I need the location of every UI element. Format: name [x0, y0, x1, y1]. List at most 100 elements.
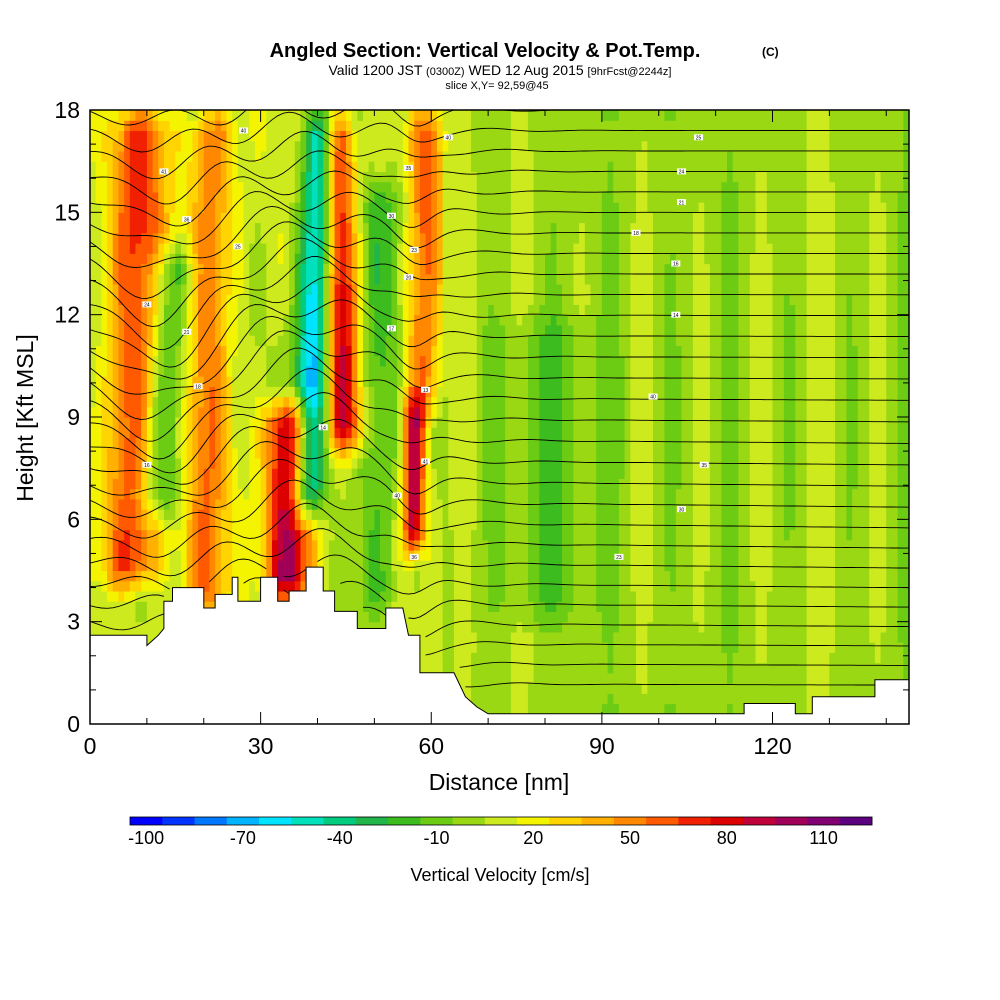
velocity-cell [260, 560, 267, 572]
velocity-cell [357, 283, 364, 295]
velocity-cell [283, 396, 290, 408]
velocity-cell [516, 519, 523, 531]
velocity-cell [101, 396, 108, 408]
velocity-cell [510, 631, 518, 643]
velocity-cell [476, 672, 484, 684]
velocity-cell [408, 447, 415, 459]
velocity-cell [510, 222, 518, 234]
velocity-cell [306, 191, 313, 203]
velocity-cell [363, 130, 370, 142]
velocity-cell [129, 396, 137, 408]
velocity-cell [442, 355, 449, 367]
velocity-cell [351, 355, 358, 367]
velocity-cell [306, 212, 313, 224]
velocity-cell [351, 396, 358, 408]
velocity-cell [545, 662, 552, 674]
velocity-cell [146, 253, 154, 265]
velocity-cell [397, 140, 404, 152]
velocity-cell [482, 417, 489, 428]
velocity-cell [283, 457, 290, 469]
velocity-cell [510, 417, 518, 428]
velocity-cell [294, 212, 302, 224]
velocity-cell [476, 683, 484, 694]
velocity-cell [118, 488, 125, 500]
velocity-cell [129, 232, 137, 244]
velocity-cell [380, 243, 387, 254]
velocity-cell [545, 590, 552, 602]
velocity-cell [90, 222, 97, 234]
velocity-cell [391, 427, 398, 439]
velocity-cell [391, 232, 398, 244]
velocity-cell [380, 590, 387, 602]
velocity-cell [220, 468, 228, 479]
velocity-cell [522, 110, 529, 121]
velocity-cell [408, 590, 415, 602]
velocity-cell [209, 365, 216, 377]
velocity-cell [181, 519, 188, 531]
velocity-cell [482, 396, 489, 408]
velocity-cell [283, 181, 290, 193]
velocity-cell [408, 345, 415, 357]
velocity-cell [146, 202, 154, 213]
velocity-cell [277, 488, 284, 500]
velocity-cell [431, 447, 438, 459]
velocity-cell [527, 417, 535, 428]
velocity-cell [357, 120, 364, 132]
velocity-cell [465, 120, 472, 132]
velocity-cell [129, 294, 137, 306]
velocity-cell [203, 232, 211, 244]
velocity-cell [425, 140, 432, 152]
velocity-cell [539, 283, 546, 295]
velocity-cell [459, 273, 466, 285]
velocity-cell [328, 120, 336, 132]
velocity-cell [391, 263, 398, 275]
velocity-cell [556, 642, 563, 653]
velocity-cell [135, 550, 142, 561]
velocity-cell [249, 396, 256, 408]
velocity-cell [414, 427, 421, 439]
velocity-cell [357, 396, 364, 408]
velocity-cell [482, 662, 489, 674]
velocity-cell [181, 427, 188, 439]
velocity-cell [232, 130, 239, 142]
velocity-cell [158, 488, 165, 500]
velocity-cell [493, 140, 501, 152]
velocity-cell [124, 580, 131, 592]
velocity-cell [436, 427, 444, 439]
velocity-cell [442, 447, 449, 459]
velocity-cell [482, 335, 489, 346]
velocity-cell [550, 580, 557, 592]
velocity-cell [220, 396, 228, 408]
velocity-cell [203, 120, 211, 132]
velocity-cell [448, 273, 455, 285]
velocity-cell [198, 345, 205, 357]
velocity-cell [368, 355, 375, 367]
velocity-cell [323, 580, 330, 592]
velocity-cell [107, 314, 114, 326]
velocity-cell [465, 110, 472, 121]
velocity-cell [465, 304, 472, 316]
velocity-cell [436, 130, 444, 142]
velocity-cell [277, 202, 284, 213]
velocity-cell [363, 161, 370, 172]
velocity-cell [436, 365, 444, 377]
velocity-cell [408, 621, 415, 633]
velocity-cell [385, 488, 393, 500]
velocity-cell [260, 447, 267, 459]
velocity-cell [328, 478, 336, 490]
velocity-cell [220, 560, 228, 572]
velocity-cell [192, 550, 199, 561]
velocity-cell [192, 294, 199, 306]
velocity-cell [459, 314, 466, 326]
velocity-cell [351, 304, 358, 316]
velocity-cell [397, 304, 404, 316]
velocity-cell [112, 243, 120, 254]
velocity-cell [101, 560, 108, 572]
velocity-cell [198, 437, 205, 449]
velocity-cell [340, 427, 347, 439]
velocity-cell [431, 580, 438, 592]
velocity-cell [129, 498, 137, 510]
velocity-cell [357, 273, 364, 285]
velocity-cell [471, 427, 478, 439]
velocity-cell [471, 130, 478, 142]
